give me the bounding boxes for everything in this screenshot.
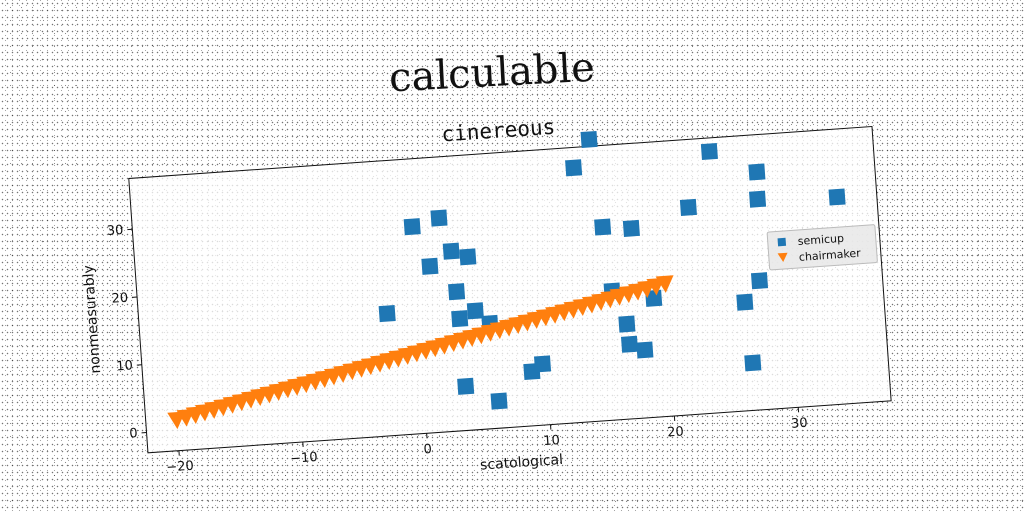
semicup-point (622, 219, 640, 237)
x-tick-label: 30 (791, 416, 809, 432)
semicup-point (679, 198, 697, 216)
legend-label-chairmaker: chairmaker (798, 247, 861, 264)
semicup-point (750, 272, 769, 290)
x-axis: −20 −10 0 10 20 30 (166, 407, 809, 476)
semicup-point (700, 142, 718, 161)
semicup-point (636, 341, 654, 359)
semicup-point (466, 302, 484, 320)
y-axis: 0 10 20 30 (106, 223, 147, 442)
chart-subtitle: cinereous (441, 115, 556, 147)
semicup-point (451, 310, 469, 328)
semicup-point (580, 130, 598, 149)
legend-label-semicup: semicup (797, 232, 844, 248)
semicup-point (748, 163, 766, 181)
semicup-point (442, 242, 460, 260)
y-axis-label: nonmeasurably (81, 265, 105, 375)
semicup-point (533, 355, 552, 373)
semicup-point (490, 392, 508, 410)
plot-area (128, 125, 892, 454)
y-tick-label: 10 (116, 358, 134, 374)
semicup-point (594, 218, 612, 236)
semicup-point (448, 283, 466, 301)
semicup-point (421, 257, 439, 275)
semicup-point (459, 248, 477, 266)
y-tick-label: 0 (129, 426, 138, 442)
x-tick-label: −20 (166, 459, 194, 476)
x-axis-label: scatological (480, 452, 564, 474)
semicup-point (457, 377, 475, 395)
semicup-point (736, 293, 754, 311)
semicup-point (378, 305, 396, 323)
legend-marker-semicup (777, 237, 787, 247)
semicup-point (403, 218, 421, 236)
semicup-point (620, 335, 639, 353)
semicup-point (749, 190, 767, 208)
x-tick-label: 0 (423, 442, 432, 458)
chairmaker-point (655, 275, 674, 293)
x-tick-label: −10 (290, 450, 318, 467)
semicup-point (828, 188, 846, 206)
plot-group: cinereous 0 10 20 30 −20 −10 0 10 20 30 scatolog… (81, 115, 892, 476)
x-tick-label: 20 (667, 424, 685, 440)
semicup-point (744, 354, 762, 372)
y-tick-label: 20 (111, 291, 129, 307)
chart-title: calculable (388, 45, 596, 102)
legend: semicup chairmaker (766, 224, 878, 271)
semicup-point (645, 289, 663, 307)
semicup-point (430, 209, 448, 227)
semicup-point (565, 159, 583, 177)
legend-box (766, 224, 878, 271)
series-semicup (378, 130, 846, 410)
y-tick-label: 30 (106, 223, 124, 239)
series-chairmaker (167, 275, 674, 430)
legend-marker-chairmaker (777, 252, 788, 263)
semicup-point (618, 315, 636, 333)
x-tick-label: 10 (543, 433, 561, 449)
